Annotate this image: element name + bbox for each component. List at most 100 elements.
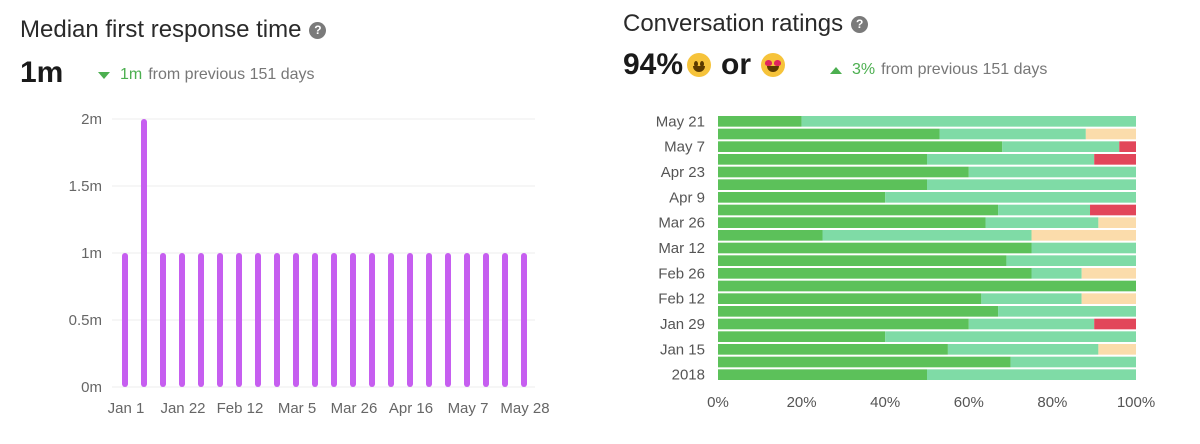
bar: [274, 253, 280, 387]
bar: [122, 253, 128, 387]
ratings-delta: 3% from previous 151 days: [830, 61, 1047, 79]
bar: [521, 253, 527, 387]
delta-text: from previous 151 days: [148, 66, 315, 83]
bar-segment: [718, 356, 1011, 368]
bar-segment: [1006, 255, 1136, 266]
y-tick-label: Apr 9: [669, 189, 705, 206]
bar: [407, 253, 413, 387]
y-tick-label: 2018: [672, 367, 705, 384]
x-tick-label: May 28: [500, 400, 549, 417]
bar-segment: [718, 141, 1003, 152]
bar-segment: [927, 179, 1136, 190]
grinning-face-emoji: [687, 53, 712, 77]
trend-up-icon: [830, 66, 842, 74]
bar-segment: [927, 369, 1136, 380]
bar: [445, 253, 451, 387]
median-response-panel: Median first response time ? 1m 1m from …: [0, 0, 590, 444]
y-tick-label: Jan 15: [660, 341, 705, 358]
bar-segment: [998, 306, 1136, 317]
median-response-title-row: Median first response time ?: [20, 16, 327, 44]
bar-segment: [1031, 230, 1136, 241]
y-tick-label: 0.5m: [69, 312, 102, 329]
bar-segment: [718, 128, 940, 140]
bar-segment: [718, 344, 948, 355]
bar-segment: [718, 116, 802, 127]
bar-segment: [718, 230, 823, 241]
bar: [217, 253, 223, 387]
bar: [350, 253, 356, 387]
bar: [369, 253, 375, 387]
bar-segment: [718, 306, 999, 317]
bar-segment: [1094, 154, 1136, 165]
bar: [331, 253, 337, 387]
delta-text: from previous 151 days: [881, 61, 1048, 78]
x-tick-label: 0%: [707, 394, 729, 411]
bar-segment: [718, 280, 1136, 292]
delta-value: 3%: [852, 61, 876, 78]
x-tick-label: 40%: [870, 394, 900, 411]
y-tick-label: Mar 26: [658, 215, 705, 232]
bar-segment: [885, 192, 1136, 203]
x-tick-label: 100%: [1117, 394, 1155, 411]
bar-segment: [718, 318, 969, 330]
median-response-chart: 0m 0.5m 1m 1.5m 2m Jan 1 Jan 22 Feb 12 Mar 5 Mar …: [69, 111, 550, 417]
x-tick-label: Feb 12: [217, 400, 264, 417]
bar: [483, 253, 489, 387]
x-tick-label: Apr 16: [389, 400, 433, 417]
bar-segment: [947, 344, 1099, 355]
bar-segment: [1098, 217, 1136, 228]
bar: [255, 253, 261, 387]
conversation-ratings-panel: Conversation ratings ? 94% or 3% from pr…: [600, 0, 1200, 444]
x-tick-label: Mar 5: [278, 400, 316, 417]
bar-segment: [718, 268, 1032, 279]
bar-segment: [718, 154, 927, 165]
x-tick-label: 80%: [1037, 394, 1067, 411]
ratings-value: 94%: [623, 48, 684, 81]
bar: [236, 253, 242, 387]
y-tick-label: 1.5m: [69, 178, 102, 195]
x-tick-label: Jan 22: [160, 400, 205, 417]
bar-segment: [968, 318, 1095, 330]
bar-segment: [718, 255, 1007, 266]
median-response-value: 1m: [20, 56, 64, 89]
bar-segment: [801, 116, 1136, 127]
bar-segment: [1119, 141, 1136, 152]
bar-segment: [981, 293, 1082, 304]
bar: [179, 253, 185, 387]
bar-segment: [1031, 242, 1136, 254]
bar-segment: [1090, 204, 1136, 216]
bar-segment: [1081, 293, 1136, 304]
bar-segment: [939, 128, 1086, 140]
help-icon[interactable]: ?: [851, 15, 869, 33]
y-tick-label: 1m: [81, 245, 102, 262]
ratings-title: Conversation ratings: [623, 10, 844, 37]
bar: [293, 253, 299, 387]
bar-segment: [985, 217, 1099, 228]
bar-segment: [718, 369, 927, 380]
x-tick-label: Jan 1: [108, 400, 145, 417]
bar-segment: [1002, 141, 1120, 152]
median-response-delta: 1m from previous 151 days: [98, 66, 315, 84]
y-tick-label: Feb 12: [658, 291, 705, 308]
bar-segment: [822, 230, 1032, 241]
bar-segment: [927, 154, 1095, 165]
bar: [464, 253, 470, 387]
help-icon[interactable]: ?: [309, 21, 327, 39]
y-tick-label: May 21: [656, 113, 705, 130]
trend-down-icon: [98, 71, 110, 79]
bar-segment: [998, 204, 1091, 216]
bar-segment: [718, 204, 999, 216]
bar-segment: [718, 166, 969, 178]
bar-segment: [968, 166, 1136, 178]
bar-segment: [1031, 268, 1082, 279]
bar: [502, 253, 508, 387]
bar-segment: [718, 192, 886, 203]
bar-segment: [1081, 268, 1136, 279]
bar: [141, 119, 147, 387]
x-tick-label: Mar 26: [331, 400, 378, 417]
bar: [388, 253, 394, 387]
bar-segment: [1010, 356, 1136, 368]
delta-value: 1m: [120, 66, 143, 83]
y-tick-label: Feb 26: [658, 265, 705, 282]
or-word: or: [721, 48, 752, 81]
